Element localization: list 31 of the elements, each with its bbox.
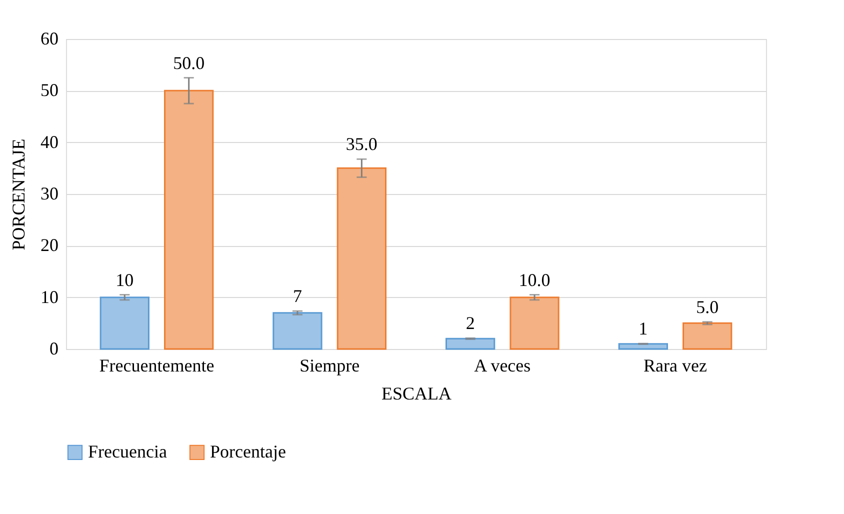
y-tick-label: 40 [40,132,58,152]
data-label: 10 [116,270,134,290]
legend-label: Frecuencia [88,441,167,462]
data-label: 50.0 [173,52,205,73]
y-tick-label: 10 [40,286,58,307]
bar [445,338,496,350]
y-tick-label: 30 [40,184,58,204]
x-tick-label: A veces [474,356,531,376]
data-label: 2 [466,313,475,334]
y-tick-label: 60 [40,28,58,48]
bar [682,322,732,350]
data-label: 35.0 [346,134,378,154]
data-label: 5.0 [696,296,719,317]
y-axis-title: PORCENTAJE [8,138,28,250]
x-tick-label: Rara vez [644,356,707,376]
bar [100,296,150,350]
y-tick-label: 20 [40,235,58,256]
bar [272,312,322,350]
x-axis-title: ESCALA [381,384,452,404]
bar [510,296,560,350]
bar [164,90,214,350]
x-tick-label: Siempre [300,356,360,376]
legend-label: Porcentaje [210,441,286,462]
data-label: 10.0 [518,270,550,290]
data-label: 7 [292,286,302,306]
y-tick-label: 50 [40,80,58,100]
y-tick-label: 0 [50,338,58,358]
x-tick-label: Frecuentemente [99,356,214,376]
bar [618,343,668,350]
data-label: 1 [638,318,648,339]
bar [336,167,387,350]
